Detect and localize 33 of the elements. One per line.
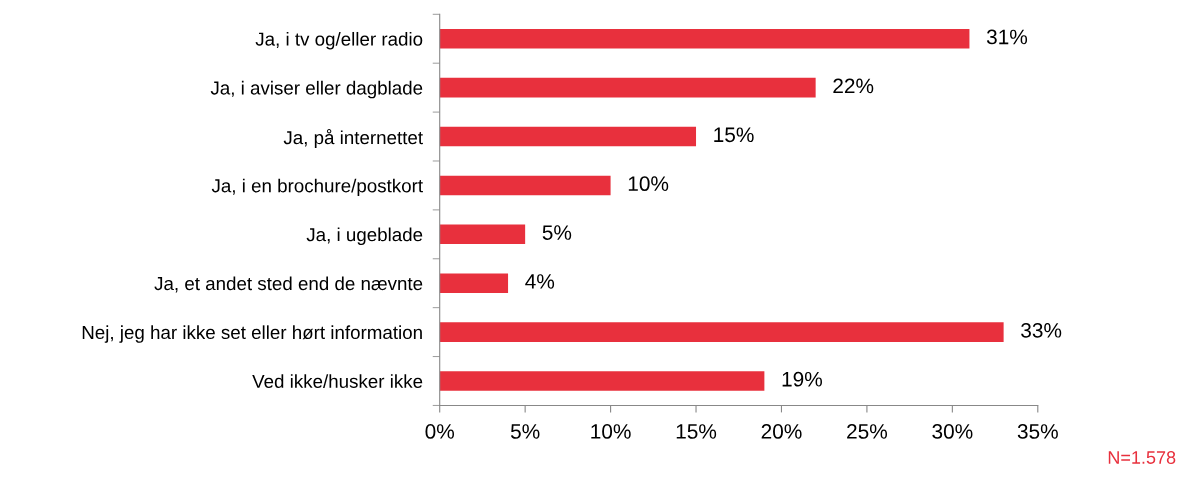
y-tick-label: Ja, i tv og/eller radio: [255, 31, 423, 50]
bar: [439, 77, 816, 98]
x-tick-label: 10%: [591, 424, 631, 439]
x-tick-label: 15%: [676, 424, 717, 439]
x-tick-label: 35%: [1017, 424, 1058, 439]
bar: [439, 28, 970, 49]
y-tick-label: Ja, i en brochure/postkort: [211, 178, 423, 197]
y-tick-label: Ja, i aviser eller dagblade: [210, 80, 423, 99]
bar: [439, 175, 611, 196]
data-label: 33%: [1021, 322, 1062, 338]
bar: [439, 322, 1004, 342]
bar: [439, 224, 526, 245]
bar: [439, 126, 697, 147]
x-tick-label: 5%: [510, 424, 540, 439]
bar: [439, 273, 509, 293]
x-tick-label: 20%: [761, 424, 802, 439]
data-label: 10%: [628, 176, 669, 192]
data-label: 19%: [782, 371, 823, 387]
y-tick-label: Ja, et andet sted end de nævnte: [154, 276, 423, 293]
data-label: 22%: [833, 78, 874, 94]
x-tick-label: 0%: [425, 424, 455, 439]
y-tick-label: Nej, jeg har ikke set eller hørt information: [82, 325, 422, 343]
x-tick-label: 30%: [932, 424, 973, 439]
data-label: 15%: [714, 127, 754, 143]
text: N=1.578: [1108, 451, 1176, 464]
x-tick-label: 25%: [847, 424, 888, 439]
bar: [439, 371, 765, 391]
data-label: 4%: [525, 274, 555, 289]
y-tick-label: Ja, på internettet: [283, 128, 423, 148]
data-label: 5%: [542, 225, 572, 240]
y-tick-label: Ja, i ugeblade: [306, 227, 423, 246]
data-label: 31%: [986, 29, 1028, 45]
y-tick-label: Ved ikke/husker ikke: [252, 374, 423, 388]
